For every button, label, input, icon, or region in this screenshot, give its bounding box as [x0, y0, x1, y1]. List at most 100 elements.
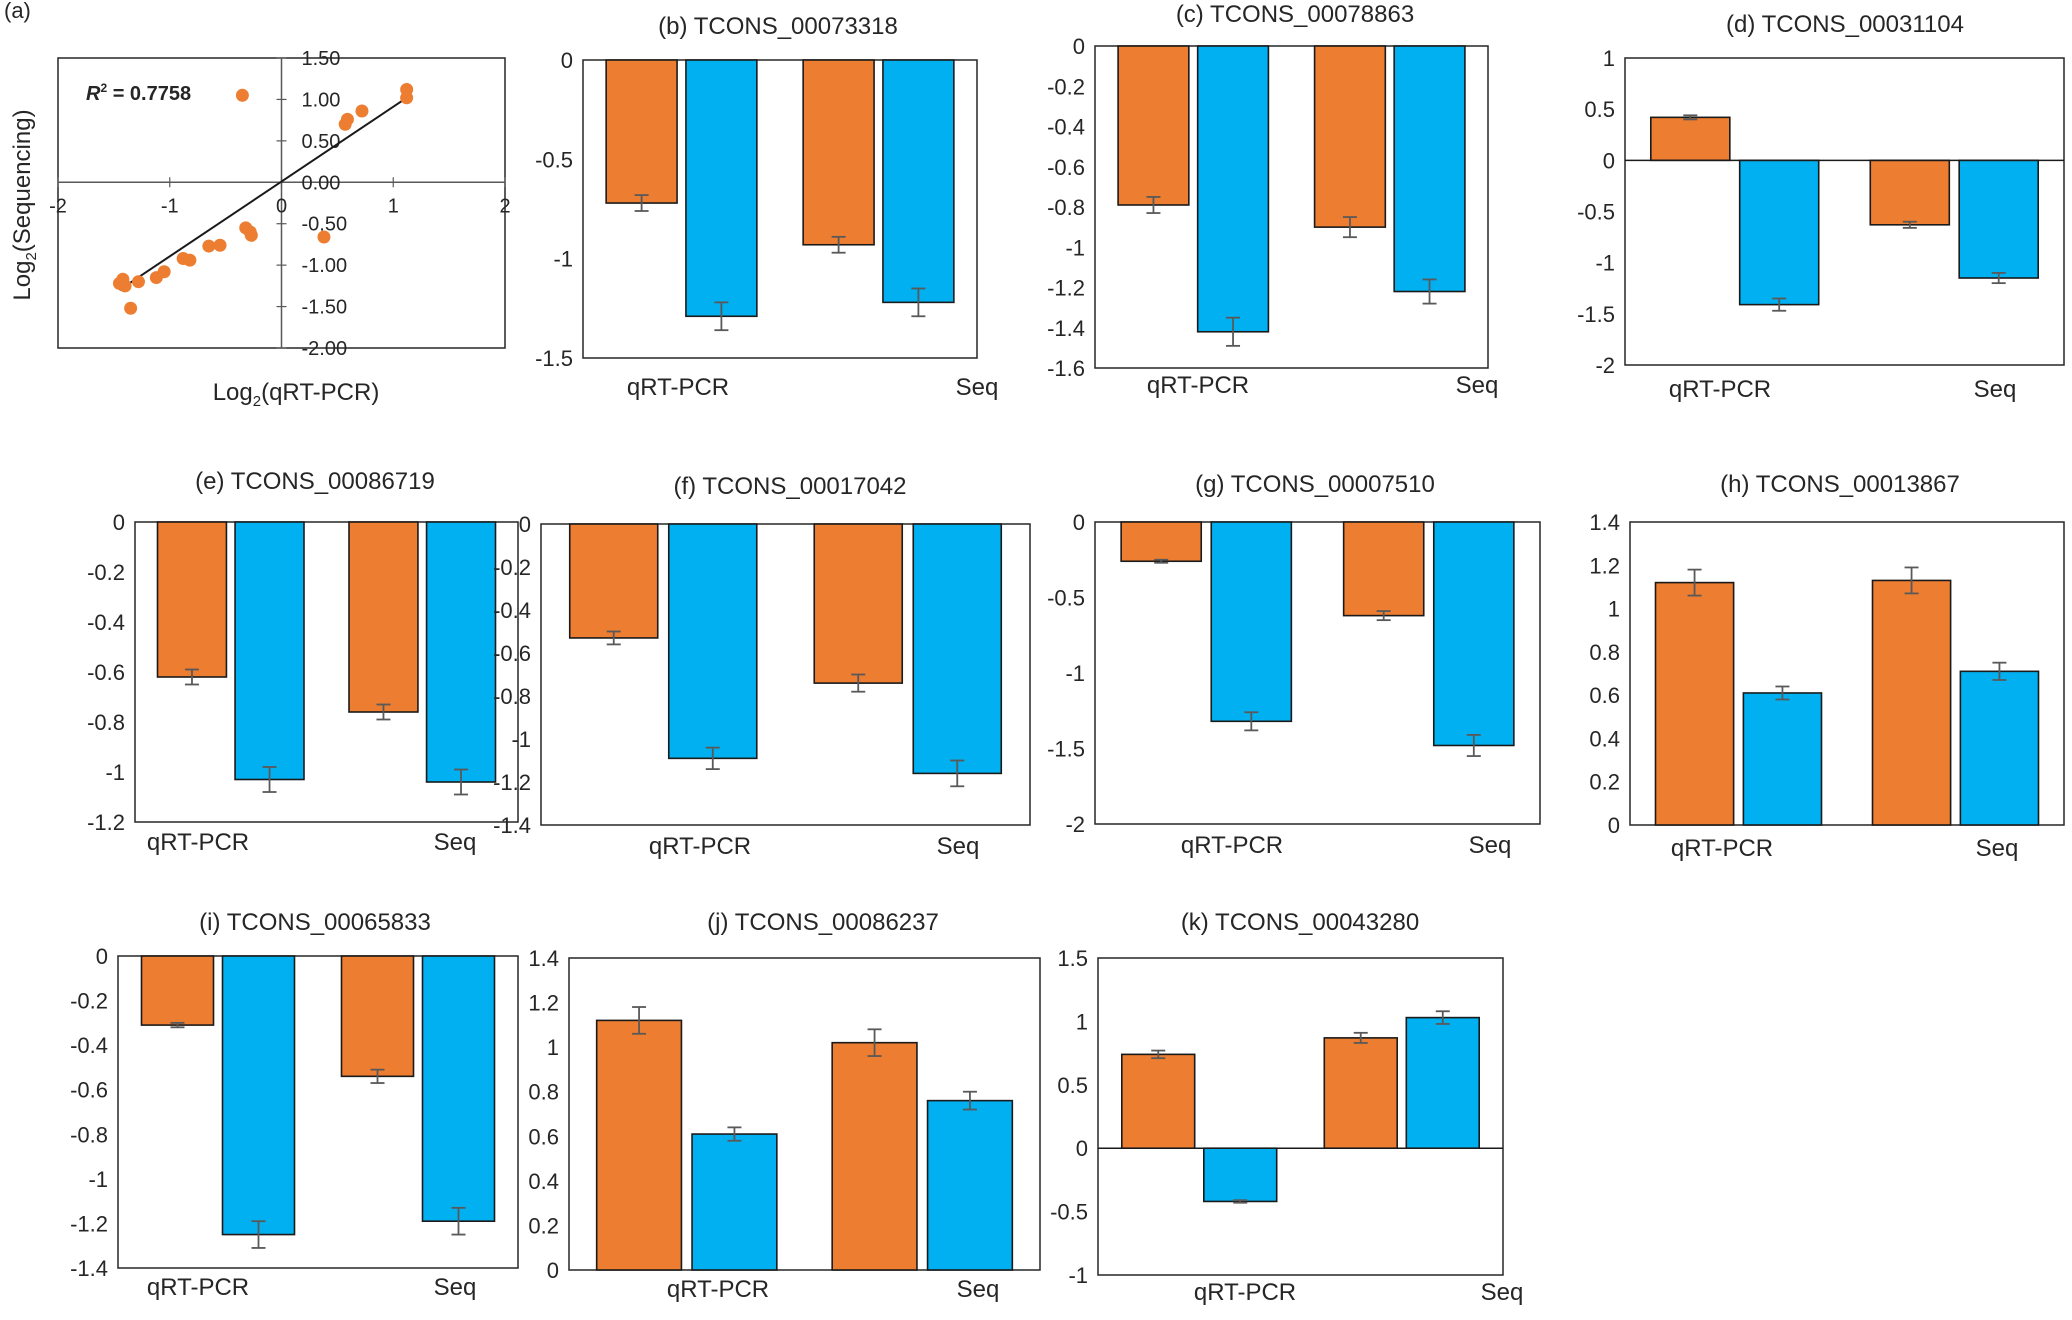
bar	[1120, 521, 1203, 563]
x-tick-label: 1	[388, 195, 399, 217]
category-label: Seq	[1456, 372, 1499, 399]
y-tick-label: 0.8	[1589, 640, 1620, 665]
bar	[156, 521, 228, 678]
y-tick-label: 0.50	[302, 131, 341, 153]
y-tick-label: 0	[1073, 34, 1085, 59]
x-axis-label: Log2(qRT-PCR)	[213, 379, 380, 410]
y-tick-label: -0.5	[1577, 200, 1615, 225]
panel-j-bar-chart: 1.4 1.2 1 0.8 0.6 0.4 0.2 0 qRT-PCR Seq (j) TCONS_…	[528, 909, 1041, 1303]
y-tick-label: -1	[1068, 1263, 1088, 1288]
chart-title: (b) TCONS_00073318	[658, 13, 898, 40]
bar	[1405, 1016, 1481, 1150]
y-tick-label: 1.4	[528, 946, 559, 971]
y-tick-label: 1	[1603, 46, 1615, 71]
y-tick-label: 0.5	[1584, 97, 1615, 122]
bar	[234, 521, 305, 781]
chart-title: (j) TCONS_00086237	[707, 909, 939, 936]
plot-frame	[134, 521, 519, 823]
category-label: Seq	[956, 374, 999, 401]
y-tick-label: 1	[1608, 597, 1620, 622]
y-tick-label: -1.2	[493, 770, 531, 795]
x-tick-label: 2	[499, 195, 510, 217]
bar	[1203, 1147, 1278, 1203]
bar	[568, 523, 659, 639]
panel-e-bar-chart: 0 -0.2 -0.4 -0.6 -0.8 -1 -1.2 qRT-PCR Seq (e) TCO…	[87, 468, 519, 856]
bar	[926, 1099, 1014, 1271]
bar	[1871, 579, 1952, 826]
y-tick-label: -0.2	[70, 989, 108, 1014]
data-point	[317, 230, 331, 244]
y-tick-label: -0.5	[1050, 1200, 1088, 1225]
category-label: Seq	[434, 1274, 477, 1301]
data-point	[244, 228, 258, 242]
panel-g-bar-chart: 0 -0.5 -1 -1.5 -2 qRT-PCR Seq (g) TCONS_0000751…	[1047, 471, 1541, 859]
y-tick-label: -1	[511, 727, 531, 752]
bar	[1323, 1037, 1398, 1150]
y-tick-label: -0.2	[87, 560, 125, 585]
chart-title: (k) TCONS_00043280	[1181, 909, 1419, 936]
data-point	[235, 88, 249, 102]
chart-title: (h) TCONS_00013867	[1720, 471, 1960, 498]
y-tick-label: -1	[105, 760, 125, 785]
panel-a-scatter: -2 -1 0 1 2 1.50 1.00 0.50 0.00 -0.50 -1.00 -1.50 -2…	[4, 0, 511, 410]
y-tick-label: -1.5	[535, 346, 573, 371]
y-tick-label: -1.4	[70, 1256, 108, 1281]
y-tick-label: 0	[96, 944, 108, 969]
y-tick-label: -1.6	[1047, 356, 1085, 381]
bar	[912, 523, 1003, 775]
bar	[1432, 521, 1515, 747]
chart-title: (g) TCONS_00007510	[1195, 471, 1435, 498]
y-tick-label: 0	[561, 48, 573, 73]
y-tick-label: 0	[113, 510, 125, 535]
y-tick-label: 1	[547, 1035, 559, 1060]
y-tick-label: 1	[1076, 1009, 1088, 1034]
bar	[595, 1019, 683, 1271]
category-label: qRT-PCR	[147, 1274, 249, 1301]
y-tick-label: -0.6	[1047, 155, 1085, 180]
y-tick-label: 0.8	[528, 1080, 559, 1105]
bar	[1196, 45, 1270, 333]
category-label: Seq	[957, 1276, 1000, 1303]
data-point	[131, 275, 145, 289]
y-tick-label: -0.50	[302, 214, 348, 236]
bar	[140, 955, 215, 1026]
y-tick-label: 0	[1603, 148, 1615, 173]
panel-k-bar-chart: 1.5 1 0.5 0 -0.5 -1 qRT-PCR Seq (k) TCONS_000432…	[1050, 909, 1523, 1306]
y-axis-label: Log2(Sequencing)	[9, 109, 40, 300]
x-tick-label: 0	[276, 195, 287, 217]
bar	[221, 955, 296, 1236]
y-tick-label: -1.2	[1047, 276, 1085, 301]
bar	[1117, 45, 1190, 206]
category-label: qRT-PCR	[627, 374, 729, 401]
y-tick-label: 0.6	[1589, 683, 1620, 708]
r2-annotation: R2 = 0.7758	[86, 81, 191, 105]
panel-h-bar-chart: 1.4 1.2 1 0.8 0.6 0.4 0.2 0 qRT-PCR Seq (h) TCONS_…	[1589, 471, 2065, 862]
data-point	[183, 253, 197, 267]
bar	[1120, 1053, 1196, 1150]
y-tick-label: -1.2	[87, 810, 125, 835]
plot-frame	[582, 59, 978, 359]
y-tick-label: 0.4	[528, 1169, 559, 1194]
x-tick-label: -2	[49, 195, 67, 217]
y-tick-label: 0.2	[1589, 770, 1620, 795]
y-tick-label: -1	[1595, 251, 1615, 276]
plot-frame	[540, 523, 1031, 826]
plot-frame	[1097, 957, 1504, 1276]
data-point	[213, 238, 227, 252]
y-tick-label: -0.8	[493, 684, 531, 709]
bar	[1654, 581, 1735, 826]
y-tick-label: 0.4	[1589, 726, 1620, 751]
bar	[685, 59, 758, 318]
y-tick-label: -0.5	[535, 147, 573, 172]
y-tick-label: -0.5	[1047, 586, 1085, 611]
bar	[802, 59, 875, 246]
category-label: qRT-PCR	[1194, 1279, 1296, 1306]
category-label: qRT-PCR	[1671, 835, 1773, 862]
chart-title: (i) TCONS_00065833	[199, 909, 431, 936]
y-tick-label: -1.4	[493, 813, 531, 838]
y-tick-label: -1.5	[1577, 302, 1615, 327]
bar	[340, 955, 415, 1078]
bar	[691, 1133, 778, 1271]
category-label: Seq	[1976, 835, 2019, 862]
